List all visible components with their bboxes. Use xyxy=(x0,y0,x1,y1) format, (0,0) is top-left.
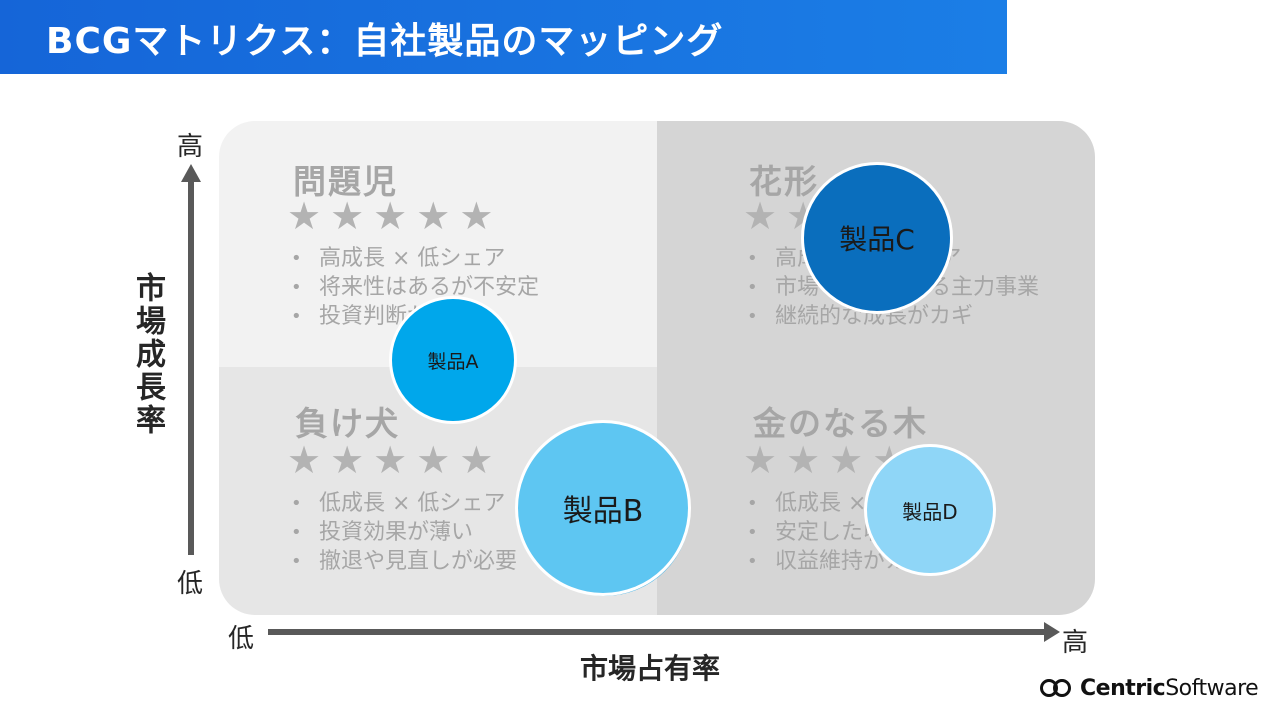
bullet-item: 高成長 × 低シェア xyxy=(287,244,539,273)
company-logo: CentricSoftware xyxy=(1040,676,1259,701)
star-icon: ★ xyxy=(416,438,451,482)
product-b-bubble[interactable]: 製品B xyxy=(515,420,691,596)
y-axis-low-label: 低 xyxy=(177,569,204,599)
x-axis-line xyxy=(268,629,1048,635)
x-axis-arrowhead xyxy=(1044,622,1060,642)
bullet-item: 低成長 × 低シェア xyxy=(287,489,517,518)
product-label: 製品D xyxy=(902,499,958,524)
product-label: 製品B xyxy=(562,494,644,529)
quadrant-bullets: 低成長 × 低シェア 投資効果が薄い 撤退や見直しが必要 xyxy=(287,489,517,576)
x-axis-title: 市場占有率 xyxy=(580,652,721,685)
title-bar: BCGマトリクス：自社製品のマッピング xyxy=(0,0,1007,74)
star-icon: ★ xyxy=(743,194,778,238)
y-axis-title: 市場成長率 xyxy=(130,272,165,437)
product-label: 製品C xyxy=(839,223,915,256)
bullet-item: 将来性はあるが不安定 xyxy=(287,273,539,302)
star-icon: ★ xyxy=(459,438,494,482)
x-axis-low-label: 低 xyxy=(228,624,255,654)
y-axis-arrowhead xyxy=(181,164,201,182)
star-icon: ★ xyxy=(786,438,821,482)
slide-title: BCGマトリクス：自社製品のマッピング xyxy=(46,21,724,62)
quadrant-title: 問題児 xyxy=(293,162,398,201)
bullet-item: 投資効果が薄い xyxy=(287,518,517,547)
product-d-bubble[interactable]: 製品D xyxy=(864,444,996,576)
star-icon: ★ xyxy=(829,438,864,482)
star-icon: ★ xyxy=(287,194,322,238)
product-a-bubble[interactable]: 製品A xyxy=(389,296,517,424)
star-icon: ★ xyxy=(459,194,494,238)
y-axis-high-label: 高 xyxy=(177,132,204,162)
star-rating: ★ ★ ★ ★ ★ xyxy=(287,197,493,235)
y-axis-line xyxy=(188,178,194,555)
x-axis-high-label: 高 xyxy=(1062,628,1089,658)
quadrant-title: 金のなる木 xyxy=(753,404,928,443)
star-icon: ★ xyxy=(287,438,322,482)
quadrant-title: 負け犬 xyxy=(295,404,400,443)
star-icon: ★ xyxy=(743,438,778,482)
logo-icon xyxy=(1040,678,1074,700)
star-icon: ★ xyxy=(373,194,408,238)
bullet-item: 撤退や見直しが必要 xyxy=(287,547,517,576)
quadrant-title: 花形 xyxy=(749,162,819,201)
star-rating: ★ ★ ★ ★ ★ xyxy=(287,441,493,479)
star-icon: ★ xyxy=(373,438,408,482)
logo-text-regular: Software xyxy=(1165,676,1259,701)
product-label: 製品A xyxy=(427,350,479,373)
star-icon: ★ xyxy=(330,438,365,482)
logo-text-bold: Centric xyxy=(1080,676,1166,701)
star-icon: ★ xyxy=(416,194,451,238)
product-c-bubble[interactable]: 製品C xyxy=(801,162,953,314)
star-icon: ★ xyxy=(330,194,365,238)
